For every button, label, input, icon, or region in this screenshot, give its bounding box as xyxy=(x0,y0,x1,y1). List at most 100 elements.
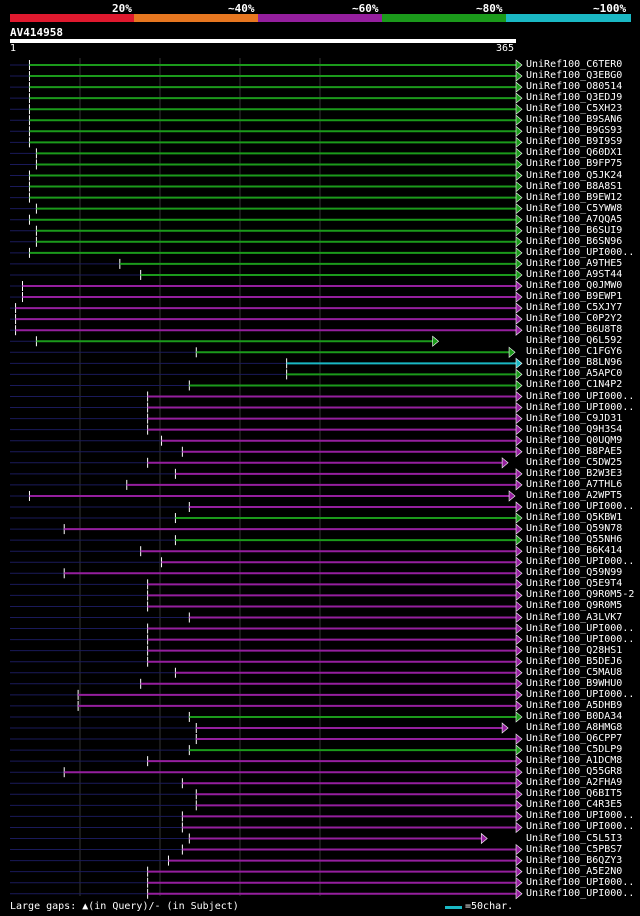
hit-label[interactable]: UniRef100_Q59N78 xyxy=(526,523,623,535)
hit-label[interactable]: UniRef100_UPI000.. xyxy=(526,887,635,899)
hit-arrowhead xyxy=(515,390,523,403)
hit-arrowhead xyxy=(515,755,523,767)
hit-label[interactable]: UniRef100_Q59N99 xyxy=(526,567,623,579)
hit-arrowhead xyxy=(515,236,523,248)
hit-label[interactable]: UniRef100_UPI000.. xyxy=(526,876,635,888)
hit-label[interactable]: UniRef100_A9ST44 xyxy=(526,268,623,280)
hit-arrowhead xyxy=(515,70,523,82)
hit-label[interactable]: UniRef100_C1N4P2 xyxy=(526,379,623,391)
hit-label[interactable]: UniRef100_Q5E9T4 xyxy=(526,578,623,590)
hit-label[interactable]: UniRef100_UPI000.. xyxy=(526,556,635,568)
hit-arrowhead xyxy=(515,600,523,613)
hit-label[interactable]: UniRef100_A9THE5 xyxy=(526,257,623,269)
hit-label[interactable]: UniRef100_C5DLP9 xyxy=(526,744,623,756)
hit-label[interactable]: UniRef100_B9GS93 xyxy=(526,125,623,137)
hit-label[interactable]: UniRef100_C0P2Y2 xyxy=(526,313,623,325)
gap-legend: Large gaps: ▲(in Query)/- (in Subject) xyxy=(10,901,239,912)
hit-label[interactable]: UniRef100_B9SAN6 xyxy=(526,114,623,126)
hit-label[interactable]: UniRef100_B6SUI9 xyxy=(526,224,623,236)
hit-label[interactable]: UniRef100_Q0UQM9 xyxy=(526,434,623,446)
hit-label[interactable]: UniRef100_C5XJY7 xyxy=(526,302,623,314)
hit-label[interactable]: UniRef100_Q28HS1 xyxy=(526,644,623,656)
hit-label[interactable]: UniRef100_Q9R0M5-2 xyxy=(526,589,635,601)
hit-label[interactable]: UniRef100_UPI000.. xyxy=(526,821,635,833)
hit-label[interactable]: UniRef100_Q0JMW0 xyxy=(526,280,623,291)
query-start: 1 xyxy=(10,43,17,54)
hit-label[interactable]: UniRef100_C4R3E5 xyxy=(526,799,623,811)
hit-label[interactable]: UniRef100_UPI000.. xyxy=(526,501,635,512)
hit-label[interactable]: UniRef100_UPI000.. xyxy=(526,633,635,645)
hit-label[interactable]: UniRef100_B9FP75 xyxy=(526,158,623,170)
hit-label[interactable]: UniRef100_A7THL6 xyxy=(526,478,623,490)
hit-label[interactable]: UniRef100_B9EW12 xyxy=(526,191,623,203)
hit-label[interactable]: UniRef100_O80514 xyxy=(526,81,623,93)
hit-label[interactable]: UniRef100_B0DA34 xyxy=(526,710,623,722)
hit-label[interactable]: UniRef100_C5MAU8 xyxy=(526,666,623,678)
hit-label[interactable]: UniRef100_A5E2N0 xyxy=(526,865,623,877)
hit-label[interactable]: UniRef100_A1DCM8 xyxy=(526,755,623,767)
identity-label-20: 20% xyxy=(112,2,132,15)
hit-label[interactable]: UniRef100_C1FGY6 xyxy=(526,346,623,358)
hit-arrowhead xyxy=(515,656,523,668)
hit-arrowhead xyxy=(515,689,523,701)
hit-label[interactable]: UniRef100_B6SN96 xyxy=(526,235,623,247)
hit-label[interactable]: UniRef100_A5DHB9 xyxy=(526,699,623,711)
hit-label[interactable]: UniRef100_C5DW25 xyxy=(526,456,623,468)
hit-label[interactable]: UniRef100_B9EWP1 xyxy=(526,291,623,303)
hit-label[interactable]: UniRef100_B9I9S9 xyxy=(526,136,623,148)
hit-label[interactable]: UniRef100_B8LN96 xyxy=(526,357,623,369)
hit-label[interactable]: UniRef100_A7QQA5 xyxy=(526,213,623,225)
hit-label[interactable]: UniRef100_Q5JK24 xyxy=(526,169,623,181)
hit-label[interactable]: UniRef100_C5XH23 xyxy=(526,103,623,115)
hit-label[interactable]: UniRef100_A5APC0 xyxy=(526,368,623,380)
hit-label[interactable]: UniRef100_Q3EDJ9 xyxy=(526,92,623,104)
hit-arrowhead xyxy=(515,556,523,568)
hit-label[interactable]: UniRef100_A2WPT5 xyxy=(526,489,623,501)
hit-label[interactable]: UniRef100_Q55NH6 xyxy=(526,534,623,546)
hit-label[interactable]: UniRef100_UPI000.. xyxy=(526,688,635,700)
hit-arrowhead xyxy=(515,324,523,336)
hit-label[interactable]: UniRef100_C5YWW8 xyxy=(526,202,623,214)
hit-label[interactable]: UniRef100_B5DEJ6 xyxy=(526,655,623,667)
hit-label[interactable]: UniRef100_Q5KBW1 xyxy=(526,512,623,524)
hit-arrowhead xyxy=(515,479,523,491)
hit-label[interactable]: UniRef100_A3LVK7 xyxy=(526,611,623,623)
hit-label[interactable]: UniRef100_Q9H3S4 xyxy=(526,423,623,435)
hit-label[interactable]: UniRef100_B8PAE5 xyxy=(526,445,623,457)
hit-label[interactable]: UniRef100_A2FHA9 xyxy=(526,777,623,789)
hit-label[interactable]: UniRef100_A8HMG8 xyxy=(526,722,623,733)
hit-label[interactable]: UniRef100_Q3EBG0 xyxy=(526,70,623,82)
hit-label[interactable]: UniRef100_B6K414 xyxy=(526,545,623,557)
hit-label[interactable]: UniRef100_UPI000.. xyxy=(526,246,635,258)
hit-label[interactable]: UniRef100_Q60DX1 xyxy=(526,147,623,159)
hit-arrowhead xyxy=(515,821,523,834)
scale-legend-text: =50char. xyxy=(465,901,514,912)
hit-arrowhead xyxy=(515,258,523,270)
hit-label[interactable]: UniRef100_UPI000.. xyxy=(526,622,635,634)
hit-arrowhead xyxy=(515,368,523,381)
hit-label[interactable]: UniRef100_B2W3E3 xyxy=(526,467,623,479)
hit-label[interactable]: UniRef100_B9WHU0 xyxy=(526,677,623,689)
hit-label[interactable]: UniRef100_C9JD31 xyxy=(526,412,623,424)
hit-label[interactable]: UniRef100_C6TER0 xyxy=(526,59,623,70)
hit-label[interactable]: UniRef100_Q55GR8 xyxy=(526,766,623,778)
hit-arrowhead xyxy=(515,103,523,115)
hit-label[interactable]: UniRef100_Q6L592 xyxy=(526,335,623,347)
hit-label[interactable]: UniRef100_B8A8S1 xyxy=(526,180,623,192)
hit-label[interactable]: UniRef100_UPI000.. xyxy=(526,810,635,822)
hit-arrowhead xyxy=(515,158,523,171)
hit-label[interactable]: UniRef100_UPI000.. xyxy=(526,401,635,413)
hit-arrowhead xyxy=(515,169,523,182)
hit-arrowhead xyxy=(515,357,523,369)
hit-label[interactable]: UniRef100_Q6CPP7 xyxy=(526,733,623,745)
hit-label[interactable]: UniRef100_C5L5I3 xyxy=(526,832,623,844)
hit-arrowhead xyxy=(515,810,523,823)
hit-label[interactable]: UniRef100_Q9R0M5 xyxy=(526,600,623,612)
hit-label[interactable]: UniRef100_B6U8T8 xyxy=(526,324,623,336)
hit-label[interactable]: UniRef100_Q6BIT5 xyxy=(526,788,623,800)
hit-arrowhead xyxy=(515,191,523,204)
hit-arrowhead xyxy=(515,446,523,458)
hit-label[interactable]: UniRef100_UPI000.. xyxy=(526,390,635,402)
hit-label[interactable]: UniRef100_C5PBS7 xyxy=(526,843,623,855)
hit-label[interactable]: UniRef100_B6QZY3 xyxy=(526,854,623,866)
